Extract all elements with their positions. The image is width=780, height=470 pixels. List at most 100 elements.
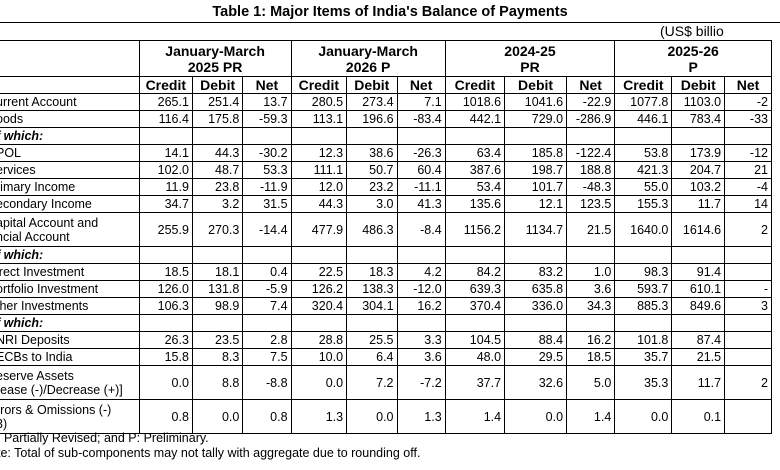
value-cell: 639.3 [444,280,506,298]
row-label: NRI Deposits [0,331,140,349]
value-cell: 196.6 [346,110,398,128]
value-cell: -26.3 [396,144,446,162]
value-cell: 273.4 [346,93,398,111]
value-cell [671,127,726,145]
value-cell: 13.7 [242,93,292,111]
value-cell [566,314,616,332]
value-cell: 138.3 [346,280,398,298]
subheader-row: Credit Debit Net Credit Debit Net Credit Debit N… [0,76,772,94]
table-title: Table 1: Major Items of India's Balance … [0,0,780,23]
value-cell: 387.6 [444,161,506,179]
value-cell: -4 [724,178,772,196]
value-cell: 1.3 [290,399,348,434]
value-cell: 18.5 [566,348,616,366]
value-cell: 1018.6 [444,93,506,111]
value-cell: -48.3 [566,178,616,196]
value-cell: 12.0 [290,178,348,196]
value-cell: 101.7 [504,178,568,196]
value-cell: 0.8 [242,399,292,434]
value-cell [724,127,772,145]
value-cell: 38.6 [346,144,398,162]
value-cell: 3.3 [396,331,446,349]
value-cell: 442.1 [444,110,506,128]
table-row: ortfolio Investment 126.0 131.8 -5.9 126.2 13… [0,280,772,298]
table-row: POL14.144.3-30.212.338.6-26.363.4185.8-1… [0,144,772,162]
value-cell: 41.3 [396,195,446,213]
value-cell: 14 [724,195,772,213]
value-cell: 304.1 [346,297,398,315]
value-cell: -11.1 [396,178,446,196]
value-cell: 2 [724,212,772,247]
column-subheader: Credit [290,76,348,94]
value-cell: 12.3 [290,144,348,162]
period-header-row: January-March 2025 PR January-March 2026 … [0,40,772,77]
row-label: POL [0,144,140,162]
value-cell: 729.0 [504,110,568,128]
value-cell: 593.7 [614,280,673,298]
footnote-revised: : Partially Revised; and P: Preliminary. [0,431,209,445]
value-cell: 106.3 [138,297,193,315]
value-cell: 50.7 [346,161,398,179]
value-cell: 3.2 [191,195,244,213]
value-cell [290,127,348,145]
value-cell [504,127,568,145]
value-cell: 135.6 [444,195,506,213]
value-cell: 53.3 [242,161,292,179]
row-label: apital Account and ncial Account [0,212,140,247]
value-cell: 53.4 [444,178,506,196]
value-cell: 87.4 [671,331,726,349]
value-cell: 265.1 [138,93,193,111]
value-cell [724,399,772,434]
row-label: ortfolio Investment [0,280,140,298]
value-cell [504,314,568,332]
value-cell: 29.5 [504,348,568,366]
column-subheader: Credit [614,76,673,94]
value-cell [504,246,568,264]
value-cell: 7.4 [242,297,292,315]
value-cell: 610.1 [671,280,726,298]
value-cell [138,127,193,145]
value-cell: 1156.2 [444,212,506,247]
value-cell [290,314,348,332]
value-cell: 446.1 [614,110,673,128]
value-cell [346,314,398,332]
value-cell: 12.1 [504,195,568,213]
value-cell: 126.0 [138,280,193,298]
bop-table-body: January-March 2025 PR January-March 2026 … [0,40,772,434]
table-row: NRI Deposits 26.3 23.5 2.8 28.8 25.5 3.3 104.5 8… [0,331,772,349]
value-cell: 1.3 [396,399,446,434]
value-cell: 198.7 [504,161,568,179]
value-cell: 6.4 [346,348,398,366]
value-cell [724,263,772,281]
value-cell: -12 [724,144,772,162]
value-cell: 1614.6 [671,212,726,247]
value-cell: 10.0 [290,348,348,366]
value-cell: 155.3 [614,195,673,213]
value-cell: 84.2 [444,263,506,281]
value-cell: 23.2 [346,178,398,196]
of-which-row: f which: [0,314,772,332]
bop-table: January-March 2025 PR January-March 2026 … [0,40,772,434]
value-cell [724,331,772,349]
value-cell: 34.3 [566,297,616,315]
table-row: econdary Income 34.7 3.2 31.5 44.3 3.0 41.3 135… [0,195,772,213]
footnote-rounding: te: Total of sub-components may not tall… [0,446,421,460]
value-cell: 849.6 [671,297,726,315]
column-subheader: Net [566,76,616,94]
value-cell: 98.9 [191,297,244,315]
value-cell: 1134.7 [504,212,568,247]
value-cell: 26.3 [138,331,193,349]
value-cell [724,246,772,264]
value-cell [444,127,506,145]
period-header: January-March 2026 P [290,40,446,77]
value-cell: 255.9 [138,212,193,247]
value-cell: 21.5 [671,348,726,366]
value-cell [346,246,398,264]
value-cell: 25.5 [346,331,398,349]
value-cell: -8.4 [396,212,446,247]
value-cell: 280.5 [290,93,348,111]
value-cell: 23.5 [191,331,244,349]
value-cell [290,246,348,264]
value-cell: 48.0 [444,348,506,366]
value-cell [614,127,673,145]
